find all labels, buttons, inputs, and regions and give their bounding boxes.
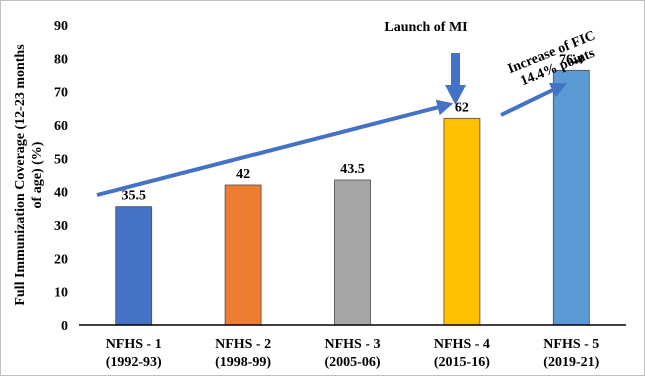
- trend-arrow-long: [96, 99, 454, 197]
- y-tick-label: 60: [54, 119, 68, 134]
- x-tick-label: (1998-99): [215, 355, 271, 370]
- y-tick-label: 50: [54, 152, 68, 167]
- launch-annotation: Launch of MI: [384, 20, 467, 35]
- bar-value-label: 42: [236, 167, 250, 182]
- y-tick-label: 0: [61, 319, 68, 334]
- x-axis-labels: NFHS - 1 (1992-93) NFHS - 2 (1998-99) NFHS -…: [106, 337, 600, 370]
- x-tick-label: NFHS - 3: [325, 337, 381, 352]
- x-tick-label: NFHS - 2: [215, 337, 271, 352]
- y-axis-title-line-1: Full Immunization Coverage (12-23 months: [13, 44, 28, 306]
- x-tick-label: (2005-06): [325, 355, 381, 370]
- bar-value-label: 76.4: [559, 52, 584, 67]
- x-tick-label: NFHS - 4: [434, 337, 490, 352]
- launch-down-arrow: [445, 53, 466, 105]
- bar: [224, 184, 262, 326]
- x-tick-label: NFHS - 1: [106, 337, 162, 352]
- y-tick-label: 80: [54, 52, 68, 67]
- bar-value-label: 43.5: [340, 162, 365, 177]
- y-axis-title-line-2: of age) (%): [30, 141, 45, 208]
- bars: [115, 69, 590, 326]
- x-tick-label: (2019-21): [543, 355, 599, 370]
- bar-value-label: 35.5: [121, 189, 146, 204]
- y-tick-label: 10: [54, 286, 68, 301]
- bar-value-label: 62: [455, 100, 469, 115]
- bar: [443, 117, 481, 326]
- y-tick-label: 40: [54, 186, 68, 201]
- bar: [334, 179, 371, 326]
- x-tick-label: NFHS - 5: [543, 337, 599, 352]
- y-tick-label: 70: [54, 86, 68, 101]
- trend-arrow-short: [500, 82, 567, 117]
- x-tick-label: (1992-93): [106, 355, 162, 370]
- value-labels: 35.5 42 43.5 62 76.4: [121, 52, 583, 203]
- y-axis-title: Full Immunization Coverage (12-23 months…: [13, 44, 45, 306]
- x-tick-label: (2015-16): [434, 355, 490, 370]
- y-tick-label: 90: [54, 19, 68, 34]
- bar: [552, 69, 590, 326]
- bar: [115, 206, 153, 326]
- y-tick-label: 30: [54, 219, 68, 234]
- y-axis-ticks: 0 10 20 30 40 50 60 70 80 90: [54, 19, 68, 334]
- y-tick-label: 20: [54, 252, 68, 267]
